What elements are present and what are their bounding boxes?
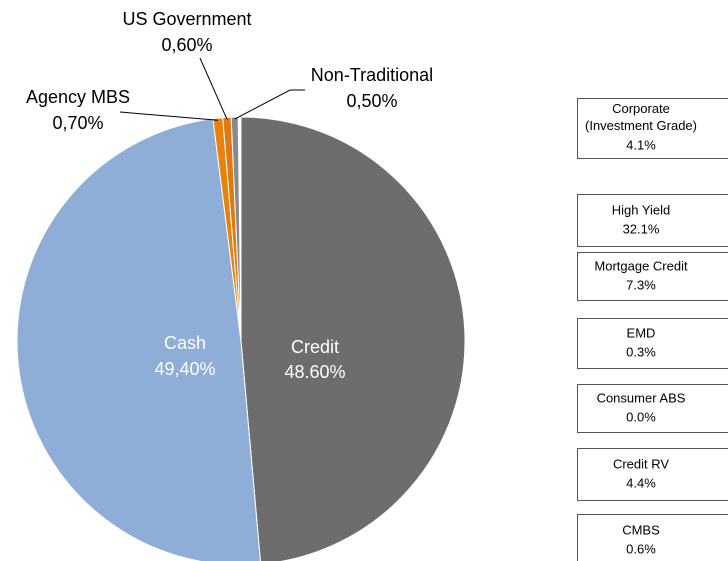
breakdown-value: 0.3% [626,344,656,359]
slice-label: US Government [122,9,251,29]
breakdown-box [577,194,728,247]
breakdown-value: 0.6% [626,541,656,556]
breakdown-name: Consumer ABS [597,390,686,405]
breakdown-box [577,318,728,369]
slice-label: Agency MBS [26,87,130,107]
breakdown-box [577,98,728,159]
breakdown-box [577,448,728,501]
slice-value-label: 0,60% [161,35,212,55]
pie-slice [240,116,466,561]
breakdown-value: 4.4% [626,475,656,490]
breakdown-name: CMBS [622,522,660,537]
slice-label: Non-Traditional [311,65,433,85]
breakdown-name: High Yield [612,202,671,217]
leader-line [234,89,305,120]
breakdown-value: 7.3% [626,277,656,292]
breakdown-name-line: (Investment Grade) [585,118,697,133]
breakdown-box [577,514,728,561]
breakdown-name: Credit RV [613,456,669,471]
breakdown-value: 0.0% [626,409,656,424]
breakdown-box [577,252,728,301]
leader-line [119,111,219,121]
breakdown-name: Mortgage Credit [594,258,688,273]
slice-value-label: 0,70% [52,113,103,133]
leader-line [199,57,228,120]
breakdown-box [577,384,728,433]
breakdown-name-line: Corporate [612,101,670,116]
breakdown-value: 32.1% [623,221,660,236]
slice-label: Credit [291,337,339,357]
slice-label: Cash [164,333,206,353]
slice-value-label: 0,50% [346,91,397,111]
breakdown-name: EMD [627,325,656,340]
breakdown-value: 4.1% [626,137,656,152]
breakdown-name: Corporate (Investment Grade) [585,101,697,133]
slice-value-label: 49,40% [154,359,215,379]
pie-slice [16,118,261,561]
slice-value-label: 48.60% [284,362,345,382]
